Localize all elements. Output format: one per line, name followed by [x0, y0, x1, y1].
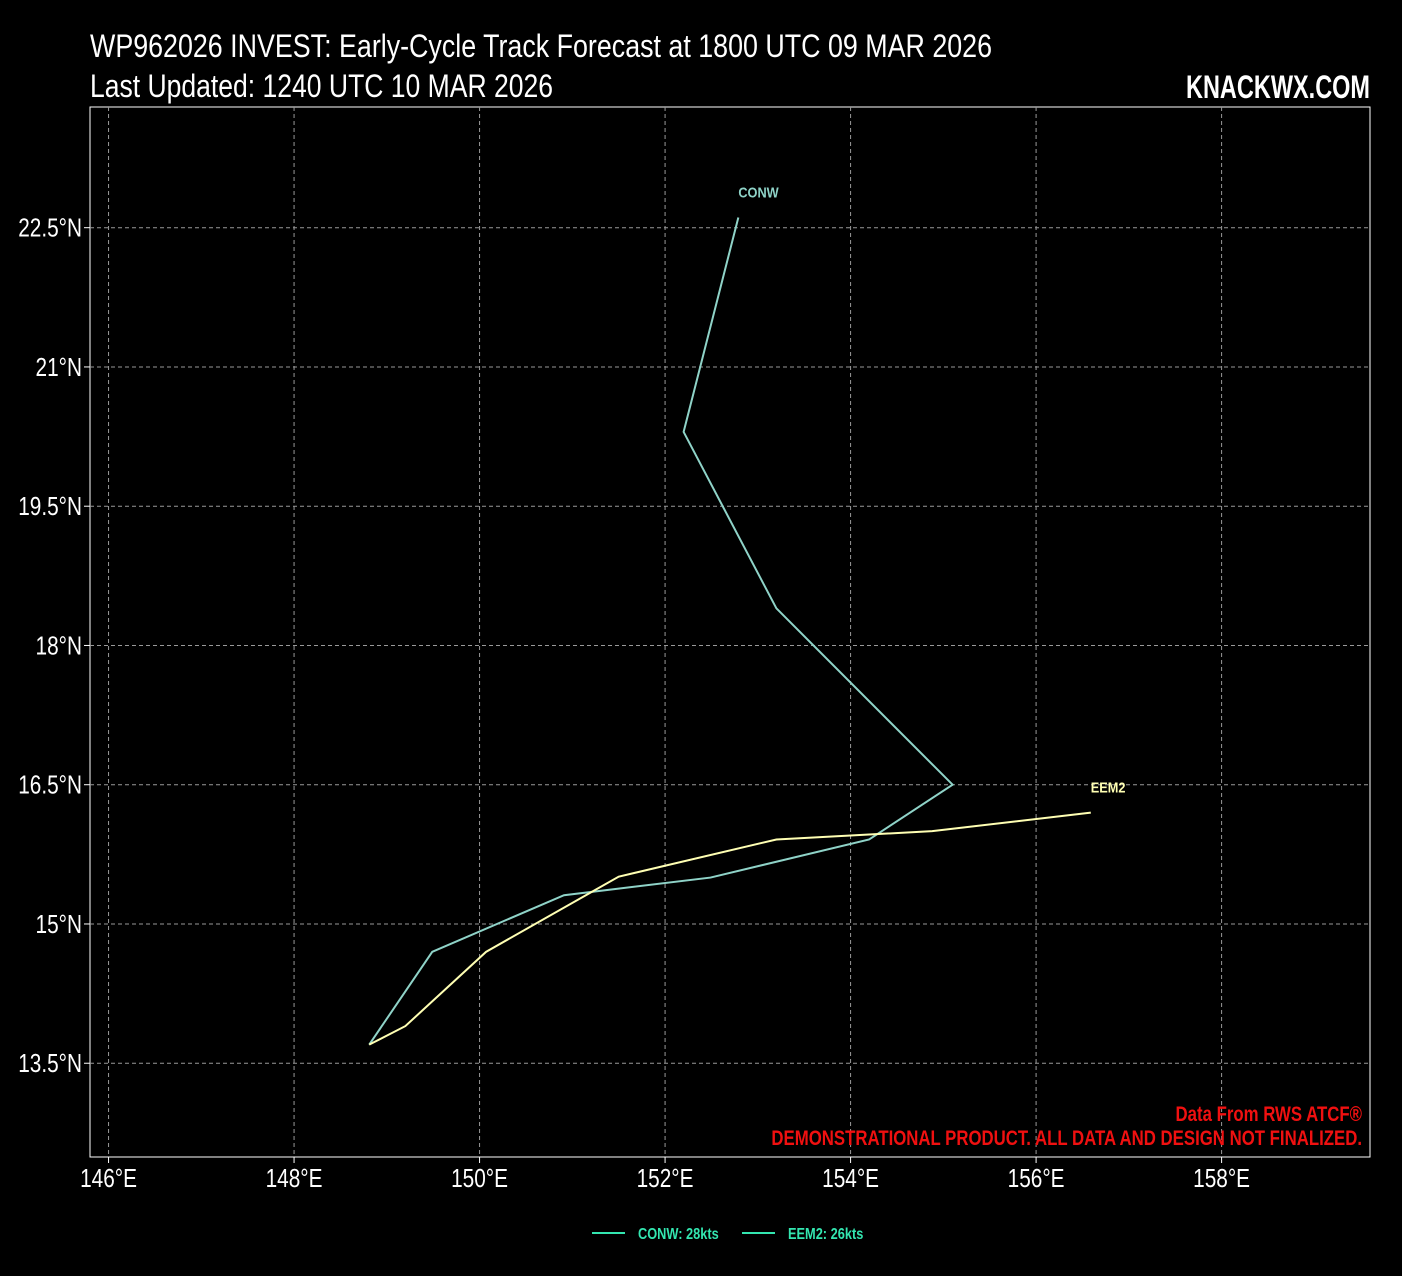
x-tick-label: 158°E — [1193, 1164, 1250, 1193]
y-tick-label: 18°N — [36, 631, 82, 660]
x-tick-label: 152°E — [637, 1164, 694, 1193]
x-tick-label: 146°E — [80, 1164, 137, 1193]
x-tick-label: 148°E — [266, 1164, 323, 1193]
chart-subtitle: Last Updated: 1240 UTC 10 MAR 2026 — [90, 68, 553, 104]
y-tick-label: 19.5°N — [18, 492, 82, 521]
note: DEMONSTRATIONAL PRODUCT. ALL DATA AND DE… — [771, 1127, 1362, 1150]
y-tick-label: 13.5°N — [18, 1049, 82, 1078]
note: Data From RWS ATCF® — [1176, 1103, 1362, 1126]
y-tick-label: 21°N — [36, 353, 82, 382]
x-tick-label: 150°E — [451, 1164, 508, 1193]
chart-title: WP962026 INVEST: Early-Cycle Track Forec… — [90, 28, 992, 64]
y-tick-label: 22.5°N — [18, 213, 82, 242]
track-line — [368, 217, 955, 1046]
plot-frame — [89, 106, 1371, 1158]
track-line — [368, 811, 1091, 1046]
y-tick-label: 16.5°N — [18, 771, 82, 800]
brand: KNACKWX.COM — [1186, 69, 1370, 105]
track-label: EEM2 — [1091, 779, 1126, 796]
y-tick-label: 15°N — [36, 910, 82, 939]
x-tick-label: 156°E — [1008, 1164, 1065, 1193]
x-tick-label: 154°E — [822, 1164, 879, 1193]
legend-label: CONW: 28kts — [638, 1226, 719, 1244]
legend-label: EEM2: 26kts — [788, 1226, 863, 1244]
track-label: CONW — [738, 183, 779, 200]
